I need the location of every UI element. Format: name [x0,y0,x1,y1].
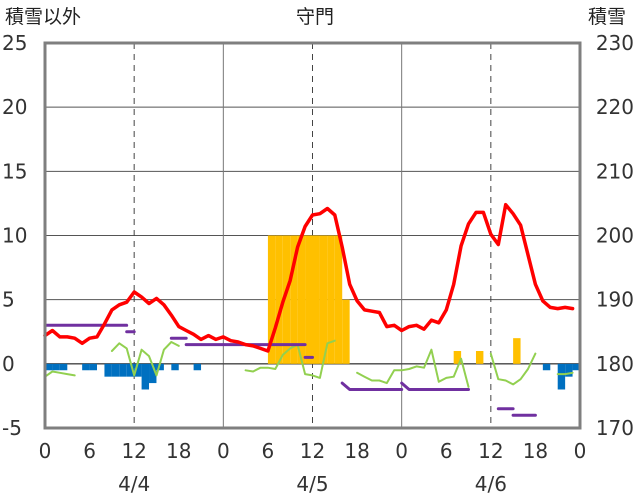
blue-bar [104,363,112,377]
y-right-tick-label: 190 [596,288,634,312]
green-line-segment [489,352,537,386]
precipitation-bar [334,235,343,364]
blue-bar [542,363,551,371]
x-tick-label: 0 [39,439,52,463]
y-left-tick-label: 20 [2,95,27,119]
precipitation-bar [312,235,320,364]
blue-bar [111,363,120,377]
blue-bar [149,363,157,384]
precipitation-bar [342,299,350,364]
green-line-segment [44,370,76,378]
plot-frame [43,41,582,430]
precipitation-bar [453,351,462,364]
precipitation-bar [305,235,313,364]
y-right-tick-label: 210 [596,159,634,183]
blue-bar [52,363,60,371]
x-tick-label: 18 [344,439,369,463]
y-left-tick-label: 0 [2,352,15,376]
x-tick-label: 12 [478,439,503,463]
precipitation-bar [475,351,484,364]
x-tick-label: 0 [217,439,230,463]
left-axis-title: 積雪以外 [5,6,82,28]
y-right-tick-label: 170 [596,416,634,440]
blue-bar [171,363,179,371]
y-left-tick-label: 15 [2,159,27,183]
blue-bar [89,363,98,371]
precipitation-bar [327,235,335,364]
precipitation-bar [282,235,291,364]
y-right-tick-label: 200 [596,224,634,248]
blue-bar [557,363,566,390]
y-right-tick-label: 220 [596,95,634,119]
precipitation-bar [513,338,521,364]
green-line-segment [356,348,470,388]
blue-bar [193,363,202,371]
blue-bar [126,363,135,377]
blue-bar [156,363,164,371]
blue-bar [59,363,68,371]
date-label: 4/6 [475,472,507,496]
y-right-tick-label: 180 [596,352,634,376]
x-tick-label: 6 [262,439,275,463]
blue-bar [572,363,580,371]
x-tick-label: 12 [121,439,146,463]
blue-bar [565,363,573,377]
date-label: 4/4 [118,472,150,496]
green-line-segment [556,371,574,376]
temperature-line [43,202,575,353]
x-tick-label: 12 [300,439,325,463]
x-tick-label: 6 [83,439,96,463]
precipitation-bar [297,235,306,364]
y-left-tick-label: 10 [2,224,27,248]
right-axis-title: 積雪 [588,6,627,28]
precipitation-bar [319,235,328,364]
x-tick-label: 18 [523,439,548,463]
y-right-tick-label: 230 [596,31,634,55]
green-line-segment [110,341,180,377]
chart-title: 守門 [296,6,335,28]
x-tick-label: 0 [395,439,408,463]
y-left-tick-label: 5 [2,288,15,312]
blue-bar [82,363,90,371]
x-tick-label: 0 [574,439,587,463]
blue-bar [141,363,150,390]
snow-depth-segment [400,381,470,391]
x-tick-label: 6 [440,439,453,463]
blue-bar [45,363,53,371]
precipitation-bar [290,235,298,364]
precipitation-bar [267,235,276,364]
y-left-tick-label: 25 [2,31,27,55]
y-left-tick-label: -5 [2,416,22,440]
green-line-segment [244,339,336,379]
blue-bar [134,363,142,377]
blue-bar [119,363,127,377]
x-tick-label: 18 [166,439,191,463]
snow-depth-segment [340,381,404,391]
date-label: 4/5 [296,472,328,496]
precipitation-bar [275,235,283,364]
